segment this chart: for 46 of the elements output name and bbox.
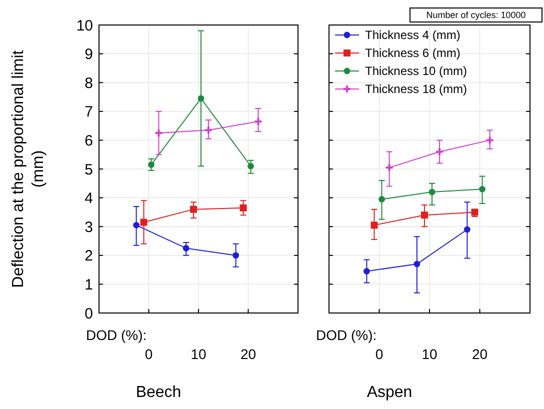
- y-axis-title: Deflection at the proportional limit (mm): [10, 50, 48, 288]
- point: [140, 218, 148, 226]
- y-tick-label: 7: [84, 104, 93, 121]
- y-tick-label: 4: [84, 190, 93, 208]
- x-tick-label: 20: [472, 346, 488, 362]
- point: [190, 206, 198, 213]
- legend-label: Thickness 4 (mm): [365, 28, 460, 42]
- y-tick-label: 6: [84, 132, 93, 150]
- point: [363, 268, 370, 274]
- y-tick-label: 2: [84, 248, 93, 265]
- y-tick-label: 1: [84, 276, 93, 294]
- text: Number of cycles: 10000: [426, 10, 526, 20]
- point: [370, 222, 378, 229]
- x-tick-label: 10: [190, 346, 206, 362]
- point: [414, 260, 420, 268]
- point: [133, 222, 140, 228]
- point: [182, 245, 190, 252]
- y-tick-label: 3: [84, 218, 93, 236]
- x-tick-label: 10: [422, 346, 438, 362]
- point: [464, 226, 470, 233]
- text: DOD (%):: [316, 326, 377, 343]
- legend-label: Thickness 18 (mm): [365, 82, 468, 96]
- text: DOD (%):: [86, 326, 147, 343]
- point: [148, 161, 154, 168]
- point: [240, 204, 247, 212]
- point: [428, 188, 436, 196]
- x-tick-label: 0: [375, 346, 384, 362]
- point: [378, 196, 385, 202]
- y-tick-label: 9: [84, 46, 93, 64]
- y-tick-label: 5: [84, 161, 93, 178]
- point: [204, 126, 213, 135]
- x-tick-label: 0: [144, 346, 153, 362]
- legend-label: Thickness 6 (mm): [365, 46, 460, 60]
- point: [198, 95, 204, 102]
- legend-label: Thickness 10 (mm): [365, 64, 468, 78]
- x-axis-title: Aspen: [366, 384, 412, 401]
- y-tick-label: 0: [84, 305, 93, 322]
- point: [248, 162, 254, 170]
- point: [479, 186, 486, 192]
- x-axis-title: Beech: [136, 384, 182, 401]
- point: [420, 212, 428, 219]
- y-tick-label: 10: [76, 17, 93, 34]
- point: [232, 252, 240, 259]
- x-tick-label: 20: [240, 346, 256, 362]
- point: [435, 147, 444, 156]
- y-tick-label: 8: [84, 74, 93, 92]
